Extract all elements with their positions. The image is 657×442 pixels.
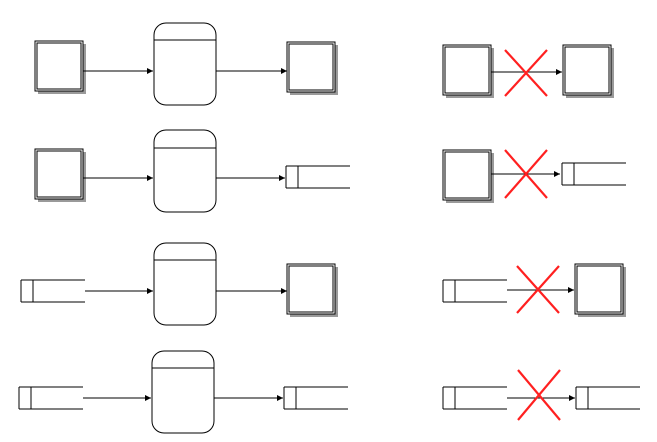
external-entity xyxy=(442,149,494,203)
external-entity xyxy=(442,44,494,98)
external-entity xyxy=(574,263,626,317)
valid-row-2 xyxy=(34,129,350,213)
process xyxy=(151,350,215,434)
process xyxy=(153,242,217,326)
data-store xyxy=(442,386,507,410)
data-store xyxy=(20,279,85,303)
external-entity xyxy=(562,44,614,98)
external-entity xyxy=(286,263,338,317)
data-store xyxy=(575,386,640,410)
external-entity xyxy=(286,41,338,95)
valid-row-3 xyxy=(20,242,338,326)
external-entity xyxy=(34,40,86,94)
data-store xyxy=(18,386,83,410)
valid-row-4 xyxy=(18,350,348,434)
invalid-cross-icon xyxy=(517,369,561,421)
data-store xyxy=(285,165,350,189)
invalid-cross-icon xyxy=(504,49,548,97)
invalid-row-3 xyxy=(442,263,626,317)
external-entity xyxy=(34,148,86,202)
process xyxy=(153,22,217,106)
invalid-cross-icon xyxy=(516,265,560,314)
invalid-row-1 xyxy=(442,44,614,98)
process xyxy=(153,129,217,213)
valid-row-1 xyxy=(34,22,338,106)
data-store xyxy=(283,386,348,410)
data-store xyxy=(442,279,507,303)
data-store xyxy=(561,162,626,186)
invalid-cross-icon xyxy=(504,149,548,199)
invalid-row-2 xyxy=(442,149,626,203)
invalid-row-4 xyxy=(442,369,640,421)
